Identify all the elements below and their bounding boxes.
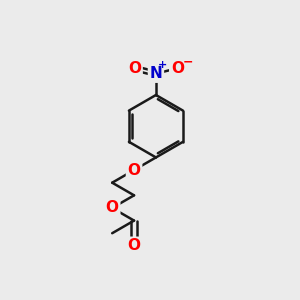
- Text: −: −: [182, 55, 193, 68]
- Text: O: O: [128, 238, 141, 253]
- Text: N: N: [150, 66, 162, 81]
- Text: O: O: [106, 200, 119, 215]
- Text: O: O: [128, 61, 141, 76]
- Text: O: O: [171, 61, 184, 76]
- Text: +: +: [158, 60, 167, 70]
- Text: O: O: [128, 163, 141, 178]
